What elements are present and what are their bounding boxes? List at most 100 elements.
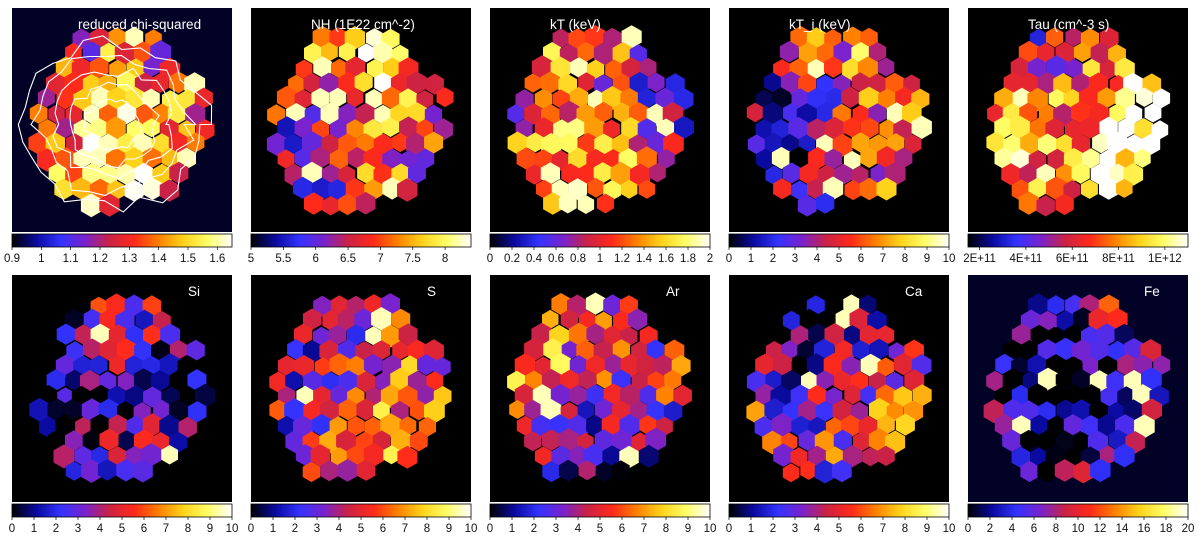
map-cell [372,340,390,361]
map-cell [833,370,851,391]
map-cell [1037,42,1055,63]
map-cell [1028,177,1047,199]
map-cell [1029,117,1049,139]
map-cell [194,383,216,408]
map-cell [844,384,862,405]
colorbar-tick-label: 10 [943,523,956,535]
map-cell [64,309,84,332]
map-cell [1106,131,1127,155]
map-cell [313,326,330,347]
map-cell [1134,118,1153,140]
map-cell [986,131,1005,153]
map-cell [584,25,606,49]
map-cell [1071,162,1090,184]
map-cells [986,27,1171,217]
map-cell [294,89,312,110]
map-cell [56,117,75,139]
map-cell [611,429,633,453]
map-cell [1073,307,1094,331]
map-cell [807,118,828,142]
map-cell [886,401,904,422]
panel-title: kT_i (keV) [789,17,851,32]
colorbar-tick-label: 8 [902,253,908,265]
colorbar-tick-label: 7 [402,523,408,535]
map-cell [602,86,623,110]
map-cell [570,57,588,78]
map-cell [1047,416,1066,438]
map-cell [664,369,682,390]
map-cell [1056,399,1075,421]
colorbar-tick-label: 6.5 [340,253,356,265]
colorbar-tick-label: 7 [163,523,169,535]
map-cell [620,354,641,378]
map-cell [65,461,83,481]
map-cell [593,162,612,184]
map-cell [151,73,169,93]
colorbar-tick-label: 0 [487,253,493,265]
panel-title: NH (1E22 cm^-2) [311,17,415,32]
colorbar [251,234,471,247]
colorbar-tick-label: 5 [119,523,125,535]
colorbar-tick-label: 5 [248,253,254,265]
map-cell [407,370,428,393]
map-cell [637,118,657,140]
map-cell [1141,398,1162,422]
map-cell [771,87,791,109]
map-cell [1071,100,1092,124]
map-cell [843,150,861,170]
map-cell [363,443,385,467]
map-cell [313,295,332,317]
map-cell [433,385,452,407]
map-cell [1153,88,1171,109]
map-cell [65,430,83,451]
map-cell [593,41,615,66]
map-cell [790,447,808,467]
colorbar-tick-label: 1.4 [151,253,168,265]
map-cell [125,147,144,169]
map-cell [647,371,665,391]
map-cell [637,88,656,109]
map-cell [893,352,913,376]
colorbar-tick-label: 6 [313,253,319,265]
map-cell [417,354,436,376]
map-cell [524,103,543,125]
map-cell [383,445,400,465]
colorbar-tick-label: 0.6 [548,253,564,265]
map-cell [1097,323,1117,346]
map-cell [797,194,817,217]
map-cell [507,104,524,124]
map-cell [364,416,383,438]
map-cell [859,294,877,315]
map-cells [746,294,932,484]
map-cell [674,115,694,139]
map-cell [800,460,817,480]
panel-10: Fe 0 2 4 6 8 10 12 14 16 18 20 [965,275,1194,535]
map-cell [1002,368,1024,392]
map-cell [603,27,622,49]
map-cell [577,400,595,420]
map-cell [409,430,428,452]
colorbar-tick-label: 0 [726,253,732,265]
map-cell [620,88,639,110]
map-cell [524,399,542,420]
map-cells [983,293,1171,484]
map-cell [535,356,552,376]
map-cell [779,40,799,63]
map-cell [569,384,588,406]
map-cell [424,104,442,125]
map-cell [287,339,305,360]
map-cell [320,102,341,126]
map-cell [645,427,667,452]
map-cell [1099,177,1119,200]
map-cell [550,383,571,407]
map-cell [603,325,621,346]
map-cell [673,384,692,407]
map-cell [380,384,402,409]
map-cell [656,384,675,407]
map-cell [338,103,358,126]
colorbar-tick-label: 8 [663,523,669,535]
map-cells [269,293,452,483]
map-cell [329,416,347,437]
colorbar-tick-label: 5 [358,523,364,535]
